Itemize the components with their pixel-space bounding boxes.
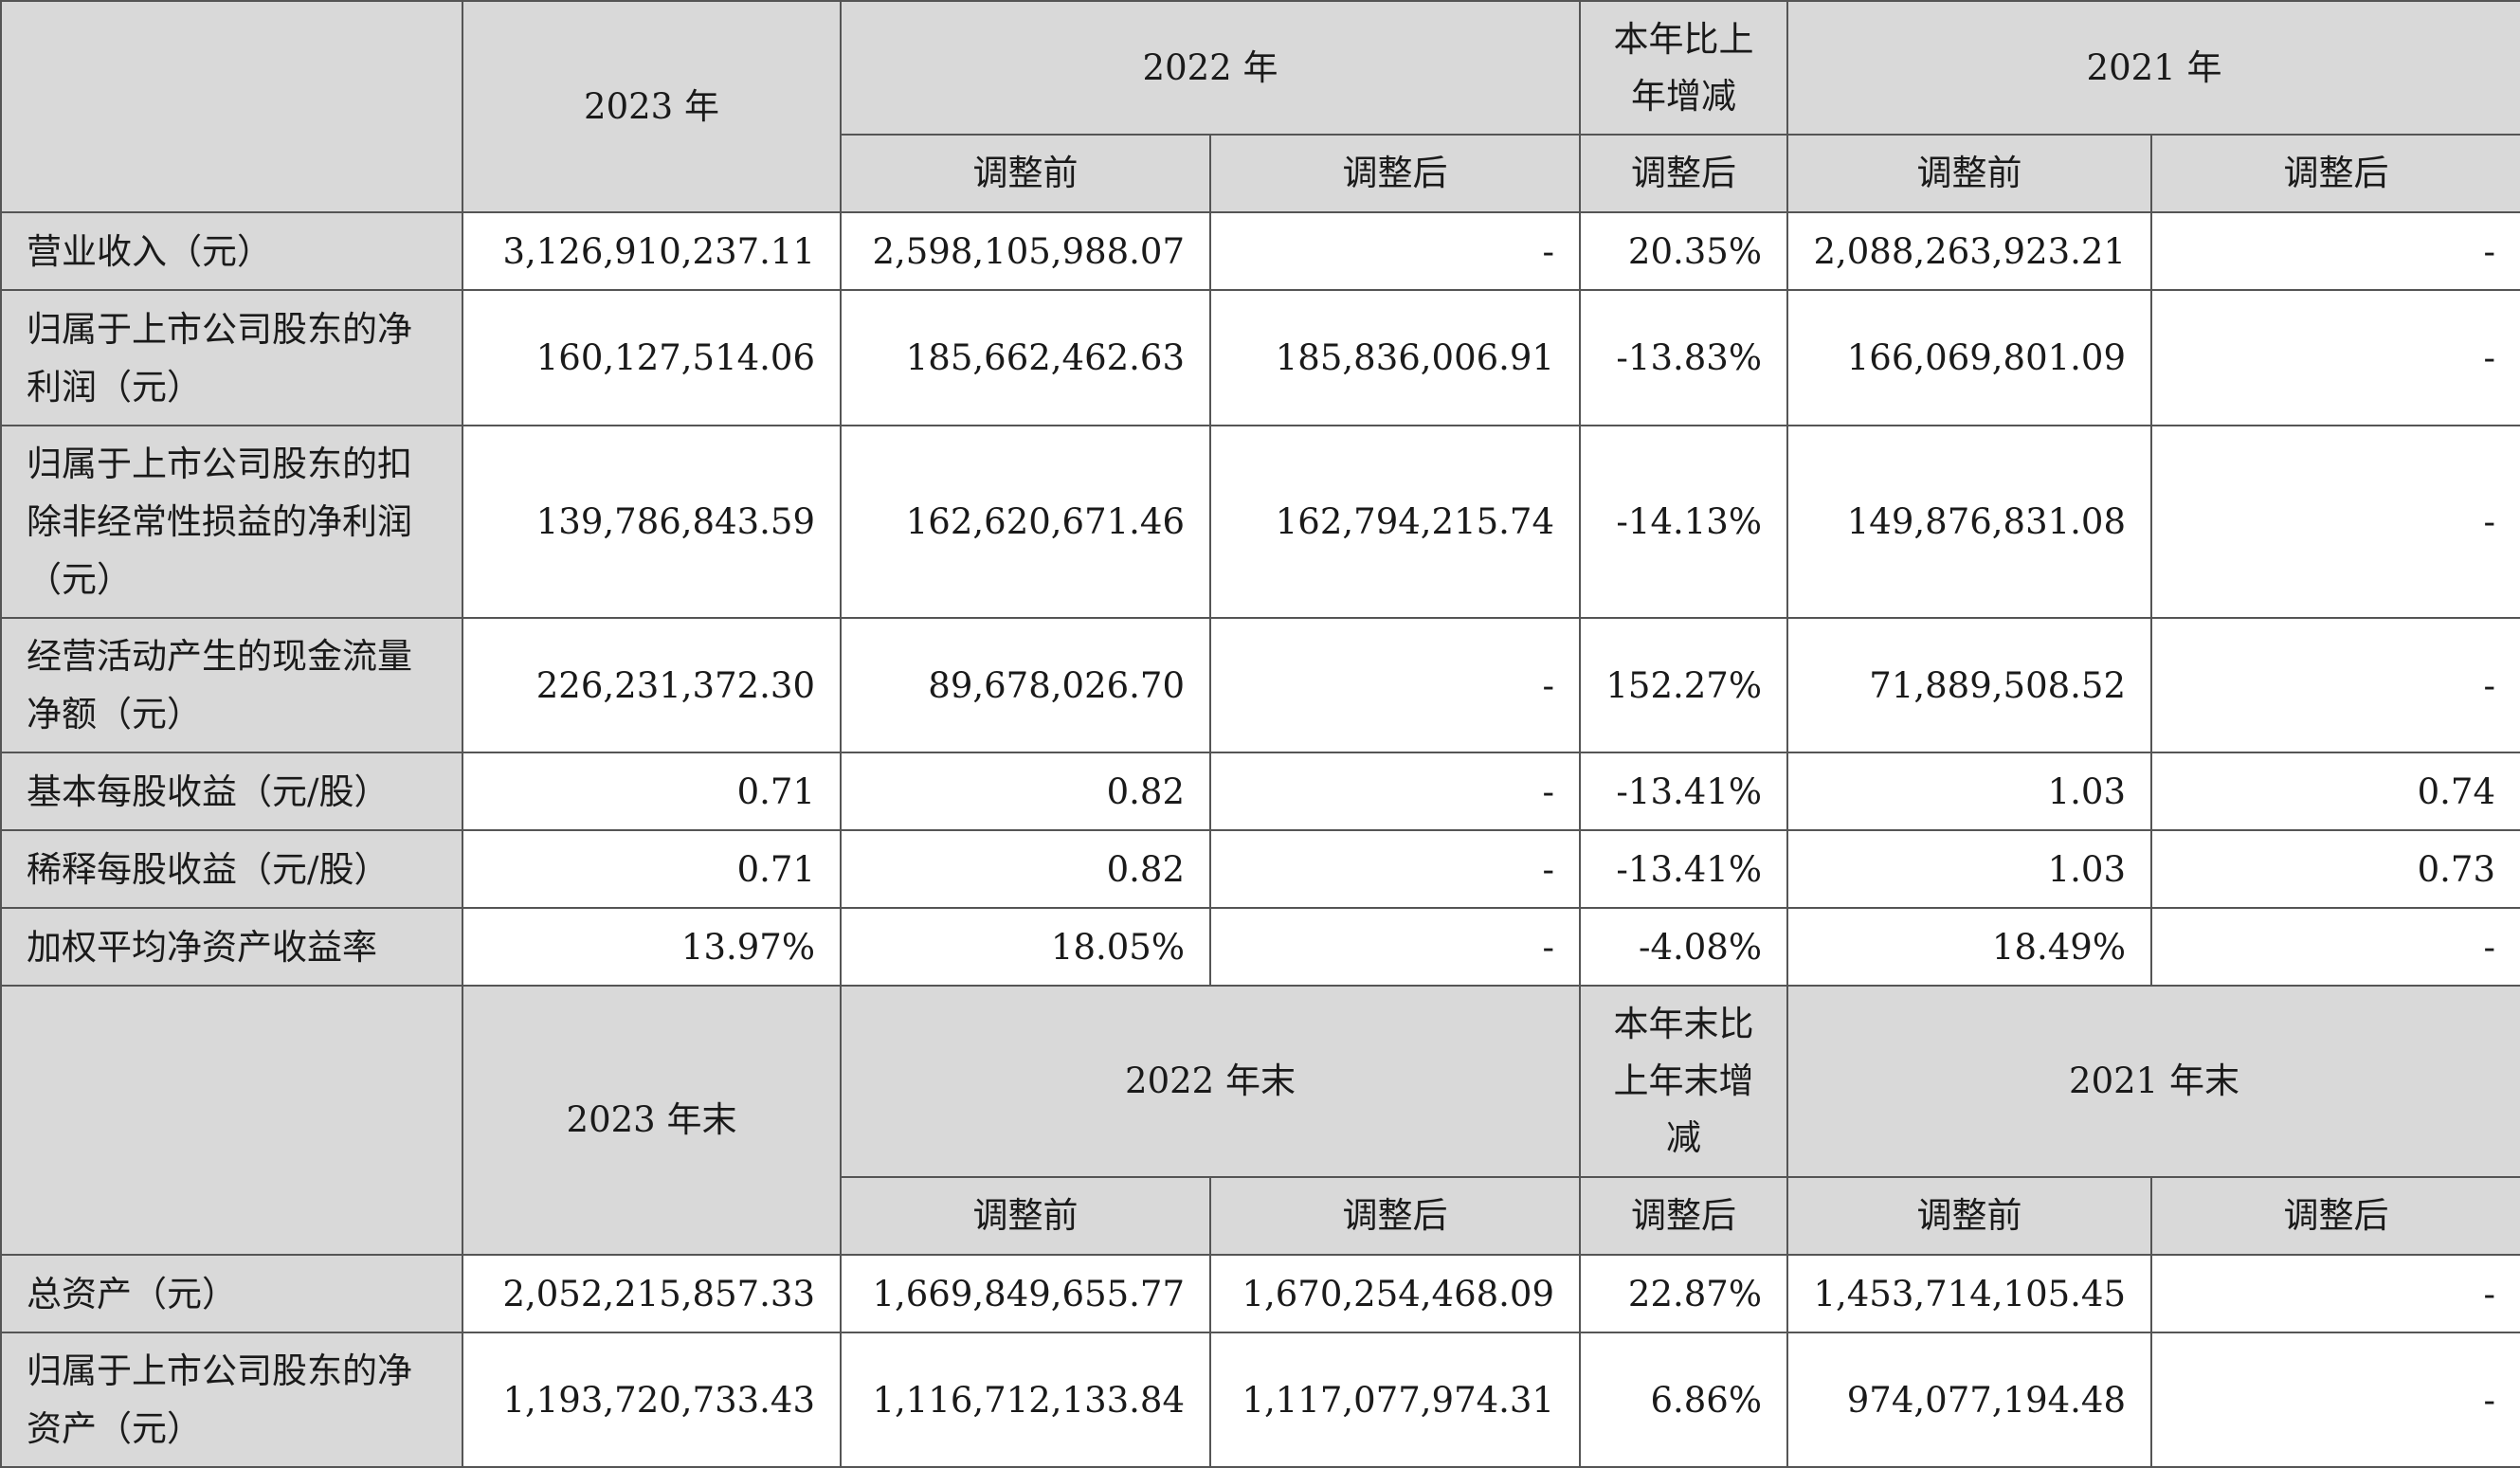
value-2022-before: 0.82 [840,752,1211,831]
value-2022-after: 1,670,254,468.09 [1209,1254,1581,1333]
value-2023: 0.71 [462,829,842,909]
value-change: 22.87% [1579,1254,1788,1333]
value-2021-after: - [2150,289,2520,426]
subheader-2021-after: 调整后 [2150,1176,2520,1256]
value-2021-after: 0.73 [2150,829,2520,909]
value-2021-before: 1.03 [1786,752,2152,831]
row-label: 加权平均净资产收益率 [0,907,463,987]
header-change-end: 本年末比上年末增减 [1579,985,1788,1178]
value-2022-before: 89,678,026.70 [840,617,1211,753]
value-2021-before: 2,088,263,923.21 [1786,211,2152,291]
value-2023: 139,786,843.59 [462,425,842,619]
row-label: 归属于上市公司股东的净利润（元） [0,289,463,426]
header-2023: 2023 年 [462,0,842,213]
value-change: 6.86% [1579,1332,1788,1468]
value-2022-after: 1,117,077,974.31 [1209,1332,1581,1468]
value-2021-before: 149,876,831.08 [1786,425,2152,619]
value-2022-before: 18.05% [840,907,1211,987]
value-2022-before: 0.82 [840,829,1211,909]
subheader-change-after: 调整后 [1579,134,1788,213]
row-label: 经营活动产生的现金流量净额（元） [0,617,463,753]
header-2022: 2022 年 [840,0,1581,136]
table-row: 营业收入（元） 3,126,910,237.11 2,598,105,988.0… [0,211,2520,291]
header-corner-cell [0,0,463,213]
header-2023-end: 2023 年末 [462,985,842,1256]
value-2021-after: - [2150,211,2520,291]
value-2022-after: - [1209,211,1581,291]
value-2022-before: 1,669,849,655.77 [840,1254,1211,1333]
value-2021-after: - [2150,907,2520,987]
subheader-2022-after: 调整后 [1209,1176,1581,1256]
value-2021-before: 166,069,801.09 [1786,289,2152,426]
value-2023: 226,231,372.30 [462,617,842,753]
value-2022-after: - [1209,829,1581,909]
value-2021-after: - [2150,1254,2520,1333]
header-2021: 2021 年 [1786,0,2520,136]
row-label: 总资产（元） [0,1254,463,1333]
value-change: -13.41% [1579,829,1788,909]
value-2021-before: 71,889,508.52 [1786,617,2152,753]
value-change: 152.27% [1579,617,1788,753]
subheader-2022-before: 调整前 [840,1176,1211,1256]
value-2021-after: - [2150,1332,2520,1468]
value-2022-after: 185,836,006.91 [1209,289,1581,426]
value-2022-before: 2,598,105,988.07 [840,211,1211,291]
value-2023: 3,126,910,237.11 [462,211,842,291]
table-row: 经营活动产生的现金流量净额（元） 226,231,372.30 89,678,0… [0,617,2520,753]
value-2022-after: - [1209,752,1581,831]
header-corner-cell [0,985,463,1256]
value-2021-before: 1.03 [1786,829,2152,909]
value-change: -14.13% [1579,425,1788,619]
subheader-2021-before: 调整前 [1786,134,2152,213]
value-2022-before: 185,662,462.63 [840,289,1211,426]
table-row: 稀释每股收益（元/股） 0.71 0.82 - -13.41% 1.03 0.7… [0,829,2520,909]
value-change: -13.41% [1579,752,1788,831]
table-row: 总资产（元） 2,052,215,857.33 1,669,849,655.77… [0,1254,2520,1333]
header-2021-end: 2021 年末 [1786,985,2520,1178]
table-row: 归属于上市公司股东的净利润（元） 160,127,514.06 185,662,… [0,289,2520,426]
value-change: -4.08% [1579,907,1788,987]
row-label: 营业收入（元） [0,211,463,291]
value-change: 20.35% [1579,211,1788,291]
row-label: 稀释每股收益（元/股） [0,829,463,909]
value-2023: 2,052,215,857.33 [462,1254,842,1333]
table-row: 归属于上市公司股东的扣除非经常性损益的净利润（元） 139,786,843.59… [0,425,2520,619]
value-2023: 160,127,514.06 [462,289,842,426]
subheader-2022-after: 调整后 [1209,134,1581,213]
value-2021-before: 1,453,714,105.45 [1786,1254,2152,1333]
value-2021-after: - [2150,425,2520,619]
value-2022-before: 162,620,671.46 [840,425,1211,619]
value-2022-after: - [1209,907,1581,987]
value-2021-before: 18.49% [1786,907,2152,987]
header-change: 本年比上年增减 [1579,0,1788,136]
value-2021-after: - [2150,617,2520,753]
value-2023: 13.97% [462,907,842,987]
value-2023: 0.71 [462,752,842,831]
table-row: 归属于上市公司股东的净资产（元） 1,193,720,733.43 1,116,… [0,1332,2520,1468]
value-2022-before: 1,116,712,133.84 [840,1332,1211,1468]
value-2021-after: 0.74 [2150,752,2520,831]
row-label: 归属于上市公司股东的扣除非经常性损益的净利润（元） [0,425,463,619]
value-2022-after: 162,794,215.74 [1209,425,1581,619]
table-row: 基本每股收益（元/股） 0.71 0.82 - -13.41% 1.03 0.7… [0,752,2520,831]
value-2023: 1,193,720,733.43 [462,1332,842,1468]
value-2021-before: 974,077,194.48 [1786,1332,2152,1468]
table-row: 加权平均净资产收益率 13.97% 18.05% - -4.08% 18.49%… [0,907,2520,987]
subheader-2022-before: 调整前 [840,134,1211,213]
value-change: -13.83% [1579,289,1788,426]
subheader-2021-after: 调整后 [2150,134,2520,213]
subheader-change-after: 调整后 [1579,1176,1788,1256]
row-label: 归属于上市公司股东的净资产（元） [0,1332,463,1468]
header-2022-end: 2022 年末 [840,985,1581,1178]
value-2022-after: - [1209,617,1581,753]
row-label: 基本每股收益（元/股） [0,752,463,831]
subheader-2021-before: 调整前 [1786,1176,2152,1256]
